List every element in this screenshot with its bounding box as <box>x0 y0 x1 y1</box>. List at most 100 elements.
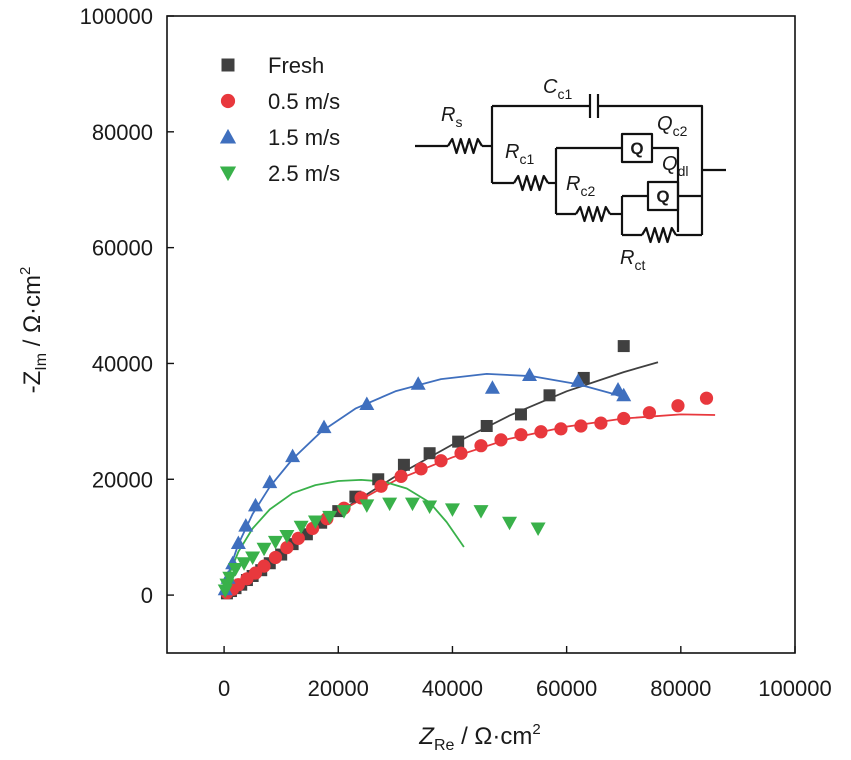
data-point <box>502 516 518 531</box>
legend-label: Fresh <box>268 53 324 78</box>
data-point <box>267 535 283 550</box>
circuit-wire <box>598 104 704 170</box>
resistor-symbol <box>513 174 549 192</box>
data-point <box>671 399 685 413</box>
circuit-label-main: R <box>505 141 519 163</box>
y-tick-label: 100000 <box>80 4 153 29</box>
circuit-label-main: Q <box>657 113 673 135</box>
data-point <box>474 439 488 453</box>
data-point <box>514 428 528 442</box>
data-point <box>534 425 548 439</box>
data-point <box>256 542 272 557</box>
y-tick-label: 40000 <box>92 351 153 376</box>
data-point <box>422 500 438 514</box>
x-tick-label: 40000 <box>422 676 483 701</box>
legend-label: 2.5 m/s <box>268 161 340 186</box>
circuit-label-subscript: c2 <box>673 123 688 139</box>
data-point <box>444 503 460 517</box>
data-point <box>397 458 410 471</box>
circuit-label-subscript: c1 <box>557 86 572 102</box>
circuit-label: Rct <box>620 247 645 273</box>
fit-line-fresh <box>223 361 659 596</box>
data-point <box>480 419 493 432</box>
data-point <box>359 499 375 513</box>
y-tick-label: 20000 <box>92 467 153 492</box>
data-point <box>434 454 448 468</box>
legend-marker <box>221 58 235 72</box>
data-point <box>222 571 238 586</box>
data-point <box>410 376 426 390</box>
y-axis-title: -ZIm / Ω·cm2 <box>17 267 50 394</box>
data-point <box>594 416 608 430</box>
resistor-symbol <box>447 137 483 155</box>
data-point <box>245 551 261 565</box>
resistor-symbol <box>575 205 611 223</box>
data-point <box>322 510 338 525</box>
data-point <box>293 520 309 535</box>
y-tick-label: 60000 <box>92 236 153 261</box>
circuit-label: Rc1 <box>505 141 534 167</box>
circuit-label-subscript: c2 <box>580 183 595 199</box>
data-point <box>522 367 538 382</box>
circuit-label: Qc2 <box>657 113 688 139</box>
data-point <box>616 387 632 402</box>
data-point <box>247 497 263 512</box>
resistor-symbol <box>641 226 677 244</box>
fit-line-0-5-m-s <box>223 413 716 596</box>
data-point <box>617 340 630 353</box>
circuit-label-subscript: c1 <box>519 151 534 167</box>
x-tick-label: 0 <box>218 676 230 701</box>
data-point <box>414 462 428 476</box>
circuit-label-main: R <box>620 247 634 269</box>
circuit-label: Rs <box>441 104 462 130</box>
legend: Fresh 0.5 m/s 1.5 m/s 2.5 m/s <box>219 53 340 186</box>
legend-label: 0.5 m/s <box>268 89 340 114</box>
data-point <box>404 497 420 512</box>
plot-border <box>166 15 796 654</box>
circuit-label-subscript: ct <box>634 257 645 273</box>
cpe-glyph: Q <box>630 139 643 158</box>
y-tick-label: 0 <box>141 583 153 608</box>
x-axis-title: ZRe / Ω·cm2 <box>418 721 540 754</box>
data-point <box>454 446 468 460</box>
data-point <box>642 406 657 420</box>
data-point <box>423 447 436 460</box>
cpe-glyph: Q <box>656 187 669 206</box>
data-point <box>291 531 305 545</box>
data-point <box>228 563 244 577</box>
data-point <box>394 469 408 483</box>
data-point <box>554 422 568 436</box>
legend-label: 1.5 m/s <box>268 125 340 150</box>
data-point <box>280 541 294 555</box>
data-point <box>530 522 546 536</box>
data-point <box>484 380 500 394</box>
fit-line-1-5-m-s <box>223 373 630 596</box>
data-point <box>316 419 332 434</box>
circuit-label: Rc2 <box>566 173 595 199</box>
plot-frame: 0 20000 40000 60000 80000 100000 0 20000 40000 60… <box>80 4 832 701</box>
data-point <box>574 419 588 433</box>
data-point <box>257 559 271 573</box>
data-point <box>236 557 252 571</box>
x-tick-label: 20000 <box>308 676 369 701</box>
y-tick-label: 80000 <box>92 120 153 145</box>
data-point <box>514 408 527 421</box>
data-point <box>268 550 283 565</box>
data-point <box>307 515 323 530</box>
circuit-label: Cc1 <box>543 76 572 102</box>
circuit-label-subscript: dl <box>678 163 689 179</box>
circuit-label-main: C <box>543 76 558 98</box>
series-0-5-m-s <box>220 391 714 600</box>
data-point <box>374 479 388 493</box>
data-point <box>699 391 714 405</box>
circuit-label-main: R <box>566 173 580 195</box>
data-point <box>262 474 278 489</box>
x-tick-label: 100000 <box>758 676 831 701</box>
data-point <box>279 530 295 544</box>
data-point <box>285 448 301 463</box>
circuit-label-main: R <box>441 104 455 126</box>
data-point <box>382 497 398 512</box>
circuit-label-main: Q <box>662 153 678 175</box>
